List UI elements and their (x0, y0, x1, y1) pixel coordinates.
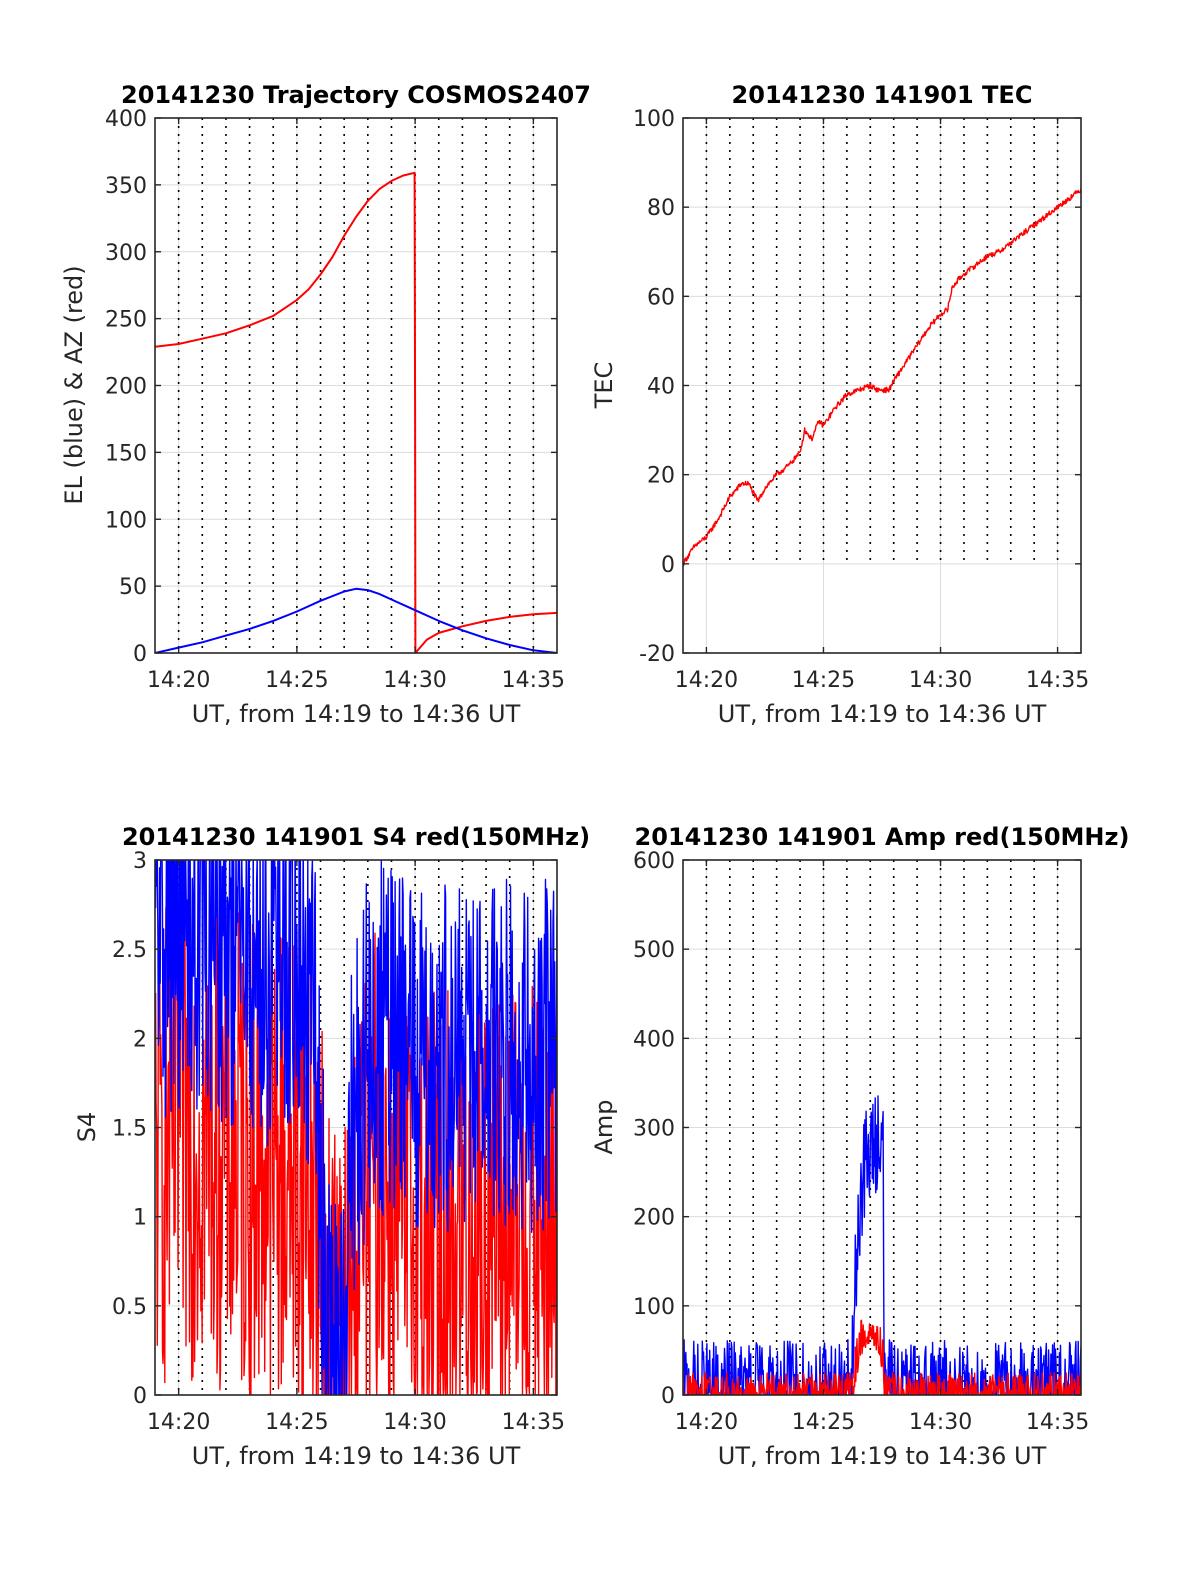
panel-s4: 20141230 141901 S4 red(150MHz) S4 UT, fr… (73, 823, 590, 1470)
y-tick-label: 0.5 (112, 1295, 147, 1320)
chart-title: 20141230 141901 TEC (732, 81, 1033, 109)
chart-title: 20141230 Trajectory COSMOS2407 (121, 81, 591, 109)
minute-markers (705, 860, 1059, 1395)
y-tick-label: 0 (133, 642, 147, 667)
y-tick-label: 0 (133, 1384, 147, 1409)
x-tick-label: 14:35 (1026, 1410, 1089, 1435)
y-tick-label: 400 (633, 1027, 675, 1052)
y-tick-label: 1.5 (112, 1117, 147, 1142)
panel-trajectory: 20141230 Trajectory COSMOS2407 EL (blue)… (60, 81, 591, 728)
ticks: 14:20 14:25 14:30 14:35 -20 0 20 40 60 80 100 (633, 107, 1089, 693)
series-line-s4-blue (155, 860, 557, 1395)
chart-title: 20141230 141901 S4 red(150MHz) (122, 823, 590, 851)
y-tick-label: 0 (661, 553, 675, 578)
x-tick-label: 14:35 (502, 668, 565, 693)
plot-area (155, 860, 557, 1395)
x-tick-label: 14:30 (383, 668, 446, 693)
x-tick-label: 14:20 (147, 1410, 210, 1435)
y-tick-label: 80 (647, 196, 675, 221)
x-tick-label: 14:35 (502, 1410, 565, 1435)
y-tick-label: 300 (633, 1117, 675, 1142)
y-tick-label: 500 (633, 938, 675, 963)
y-tick-label: 3 (133, 849, 147, 874)
plot-area (683, 188, 1081, 567)
y-tick-label: 300 (105, 241, 147, 266)
x-axis-label: UT, from 14:19 to 14:36 UT (192, 1442, 521, 1470)
x-tick-label: 14:20 (147, 668, 210, 693)
y-axis-label: TEC (590, 362, 618, 410)
y-tick-label: 200 (633, 1206, 675, 1231)
x-axis-label: UT, from 14:19 to 14:36 UT (192, 700, 521, 728)
x-tick-label: 14:25 (792, 668, 855, 693)
y-tick-label: 0 (661, 1384, 675, 1409)
y-tick-label: 50 (119, 575, 147, 600)
y-tick-label: 400 (105, 107, 147, 132)
y-axis-label: S4 (73, 1112, 101, 1143)
series-line-amp-blue (683, 1095, 1081, 1395)
y-tick-label: 600 (633, 849, 675, 874)
y-tick-label: 200 (105, 375, 147, 400)
y-tick-label: 100 (633, 1295, 675, 1320)
series-line-az (155, 171, 557, 653)
x-axis-label: UT, from 14:19 to 14:36 UT (718, 700, 1047, 728)
ticks: 14:20 14:25 14:30 14:35 0 100 200 300 400 500 600 (633, 849, 1089, 1435)
chart-title: 20141230 141901 Amp red(150MHz) (635, 823, 1130, 851)
ticks: 14:20 14:25 14:30 14:35 0 50 100 150 200 250 300 35… (105, 107, 565, 693)
y-tick-label: 2 (133, 1027, 147, 1052)
x-tick-label: 14:25 (792, 1410, 855, 1435)
x-tick-label: 14:30 (909, 668, 972, 693)
y-tick-label: 20 (647, 464, 675, 489)
series-line-el (155, 587, 557, 653)
y-tick-label: 60 (647, 285, 675, 310)
y-axis-label: Amp (590, 1099, 618, 1154)
series-line-amp-red (683, 1319, 1081, 1395)
x-tick-label: 14:25 (265, 668, 328, 693)
ticks: 14:20 14:25 14:30 14:35 0 0.5 1 1.5 2 2.5 3 (112, 849, 565, 1435)
panel-tec: 20141230 141901 TEC TEC UT, from 14:19 t… (590, 81, 1089, 728)
x-tick-label: 14:20 (675, 1410, 738, 1435)
y-tick-label: 1 (133, 1206, 147, 1231)
y-tick-label: 350 (105, 174, 147, 199)
plot-area (155, 171, 557, 653)
y-tick-label: -20 (639, 642, 675, 667)
y-tick-label: 100 (105, 508, 147, 533)
y-tick-label: 40 (647, 375, 675, 400)
y-tick-label: 2.5 (112, 938, 147, 963)
panel-amp: 20141230 141901 Amp red(150MHz) Amp UT, … (590, 823, 1129, 1470)
x-tick-label: 14:25 (265, 1410, 328, 1435)
series-line-tec (683, 188, 1081, 567)
x-tick-label: 14:30 (383, 1410, 446, 1435)
y-tick-label: 250 (105, 308, 147, 333)
x-tick-label: 14:35 (1026, 668, 1089, 693)
y-tick-label: 100 (633, 107, 675, 132)
y-tick-label: 150 (105, 441, 147, 466)
x-axis-label: UT, from 14:19 to 14:36 UT (718, 1442, 1047, 1470)
y-axis-label: EL (blue) & AZ (red) (60, 265, 88, 504)
x-tick-label: 14:30 (909, 1410, 972, 1435)
x-tick-label: 14:20 (675, 668, 738, 693)
plot-area (683, 1095, 1081, 1395)
